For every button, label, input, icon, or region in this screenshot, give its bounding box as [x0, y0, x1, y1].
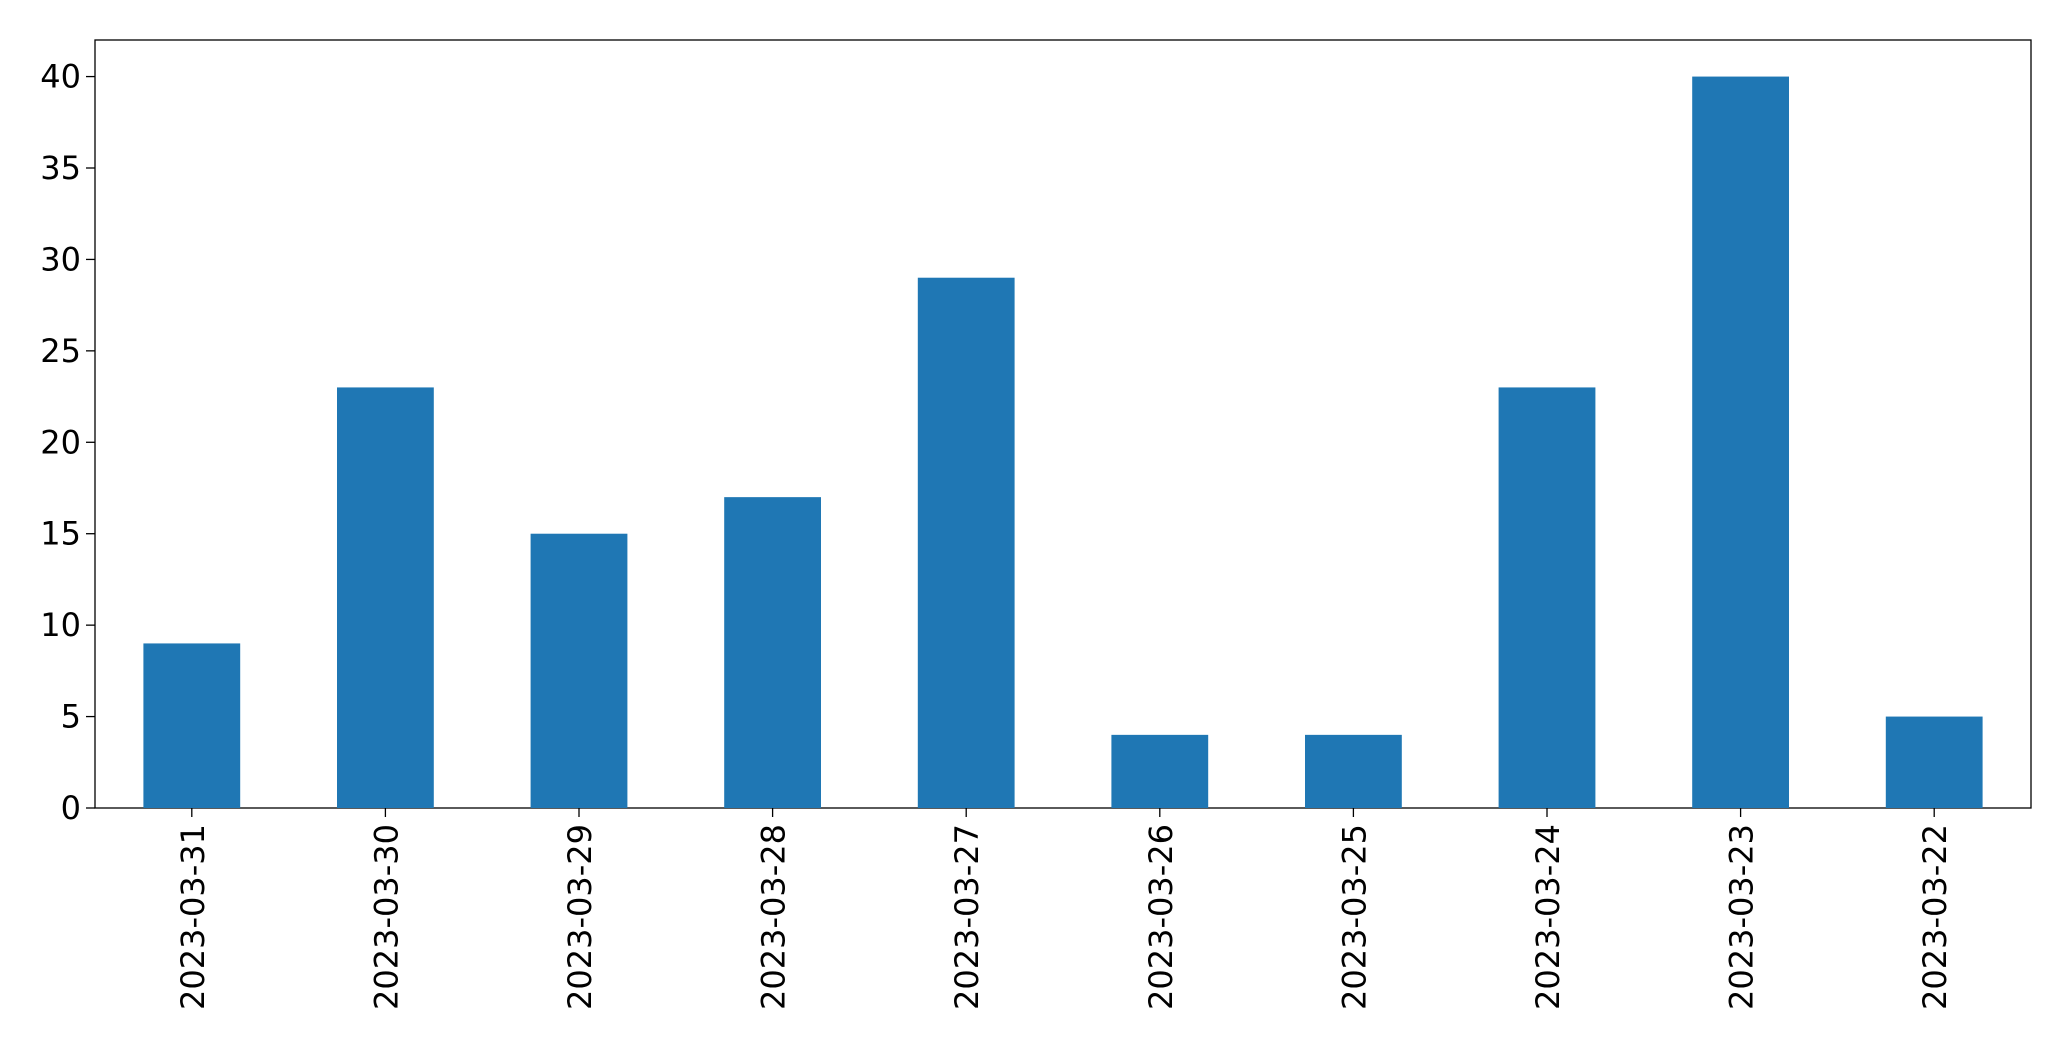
bar	[1885, 716, 1983, 808]
x-tick-label: 2023-03-28	[755, 824, 793, 1010]
y-tick-label: 10	[40, 606, 81, 644]
y-tick-label: 30	[40, 240, 81, 278]
y-tick-label: 5	[61, 698, 81, 736]
y-tick-label: 25	[40, 332, 81, 370]
y-tick-label: 15	[40, 515, 81, 553]
x-tick-label: 2023-03-29	[561, 824, 599, 1010]
bar	[1498, 387, 1596, 808]
bar	[1305, 734, 1402, 808]
bar	[337, 387, 434, 808]
y-tick-label: 35	[40, 149, 81, 187]
x-tick-label: 2023-03-24	[1529, 824, 1567, 1010]
bar	[1692, 76, 1789, 809]
x-tick-label: 2023-03-30	[367, 824, 405, 1010]
bar	[530, 533, 628, 808]
bar	[143, 643, 241, 808]
plot-frame	[94, 39, 2032, 809]
bar	[1111, 734, 1209, 808]
x-tick-label: 2023-03-26	[1142, 824, 1180, 1010]
bar	[724, 497, 821, 808]
x-tick-label: 2023-03-22	[1916, 824, 1954, 1010]
x-tick-label: 2023-03-31	[174, 824, 212, 1010]
x-tick-label: 2023-03-23	[1723, 824, 1761, 1010]
bar	[917, 277, 1015, 808]
y-tick-label: 40	[40, 58, 81, 96]
x-tick-label: 2023-03-25	[1335, 824, 1373, 1010]
y-tick-label: 0	[61, 789, 81, 827]
y-tick-label: 20	[40, 423, 81, 461]
x-tick-label: 2023-03-27	[948, 824, 986, 1010]
